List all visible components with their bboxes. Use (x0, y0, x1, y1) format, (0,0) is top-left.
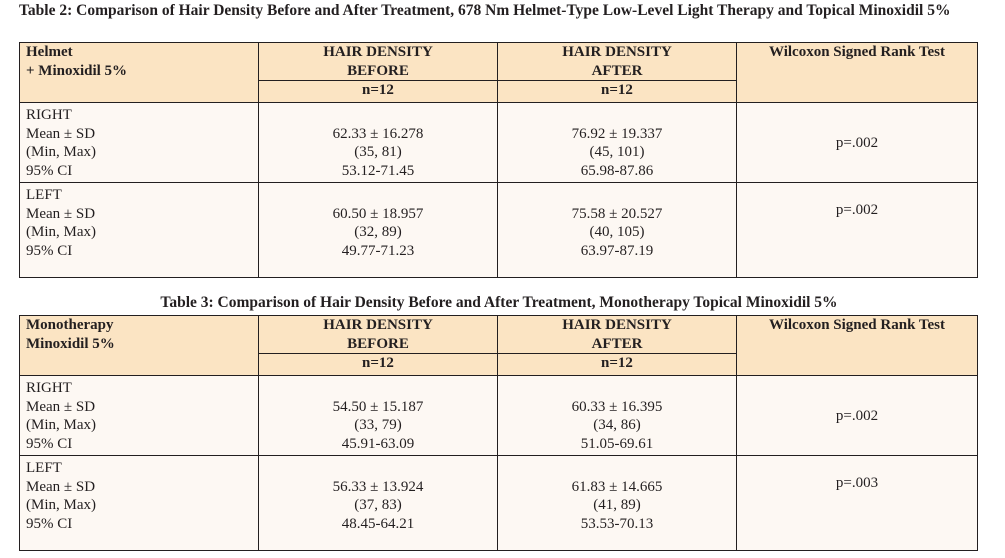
after-header-line1: HAIR DENSITY (562, 44, 672, 60)
ci-value: 53.12-71.45 (341, 162, 415, 179)
ci-value: 53.53-70.13 (580, 515, 654, 532)
group-label-line1: Monotherapy (26, 317, 114, 333)
min-max-value: (32, 89) (354, 224, 402, 240)
table3-test-header: Wilcoxon Signed Rank Test (736, 315, 978, 376)
after-values-cell: 60.33 ± 16.395 (34, 86) 51.05-69.61 (497, 375, 737, 456)
range-label: (Min, Max) (26, 224, 96, 240)
after-values-cell: 61.83 ± 14.665 (41, 89) 53.53-70.13 (497, 455, 737, 551)
table3-header-row: Monotherapy Minoxidil 5% HAIR DENSITY BE… (19, 315, 978, 376)
mean-sd-value: 56.33 ± 13.924 (332, 478, 424, 495)
before-header-line1: HAIR DENSITY (323, 44, 433, 60)
p-value-cell: p=.002 (736, 182, 978, 278)
table2-caption: Table 2: Comparison of Hair Density Befo… (19, 2, 951, 19)
mean-sd-value: 76.92 ± 19.337 (571, 125, 663, 142)
group-label-line2: Minoxidil 5% (26, 335, 115, 352)
before-values-cell: 54.50 ± 15.187 (33, 79) 45.91-63.09 (258, 375, 498, 456)
after-header-line2: AFTER (591, 62, 643, 79)
range-label: (Min, Max) (26, 497, 96, 513)
table-row: RIGHT Mean ± SD (Min, Max) 95% CI 54.50 … (19, 375, 978, 456)
before-values-cell: 60.50 ± 18.957 (32, 89) 49.77-71.23 (258, 182, 498, 278)
ci-value: 63.97-87.19 (580, 242, 654, 259)
stat-label: Mean ± SD (26, 205, 96, 222)
p-value-cell: p=.003 (736, 455, 978, 551)
group-label-line2: + Minoxidil 5% (26, 62, 128, 79)
table2-before-header: HAIR DENSITY BEFORE (258, 42, 498, 81)
ci-label: 95% CI (26, 242, 73, 259)
row-label-cell: RIGHT Mean ± SD (Min, Max) 95% CI (19, 375, 259, 456)
mean-sd-value: 61.83 ± 14.665 (571, 478, 663, 495)
min-max-value: (37, 83) (354, 497, 402, 513)
mean-sd-value: 62.33 ± 16.278 (332, 125, 424, 142)
min-max-value: (40, 105) (589, 224, 645, 240)
ci-label: 95% CI (26, 515, 73, 532)
table-row: LEFT Mean ± SD (Min, Max) 95% CI 60.50 ±… (19, 182, 978, 278)
table3-caption: Table 3: Comparison of Hair Density Befo… (160, 294, 838, 311)
ci-value: 65.98-87.86 (580, 162, 654, 179)
min-max-value: (45, 101) (589, 144, 645, 160)
mean-sd-value: 60.33 ± 16.395 (571, 398, 663, 415)
table3-n-after: n=12 (497, 353, 737, 376)
table2-n-row: n=12 n=12 (20, 80, 978, 103)
min-max-value: (35, 81) (354, 144, 402, 160)
row-label-cell: LEFT Mean ± SD (Min, Max) 95% CI (19, 182, 259, 278)
after-header-line1: HAIR DENSITY (562, 317, 672, 333)
table2-group-header: Helmet + Minoxidil 5% (19, 42, 259, 103)
side-label: RIGHT (26, 107, 72, 123)
min-max-value: (34, 86) (593, 417, 641, 433)
stat-label: Mean ± SD (26, 478, 96, 495)
table2-n-before: n=12 (258, 80, 498, 103)
mean-sd-value: 60.50 ± 18.957 (332, 205, 424, 222)
table-row: LEFT Mean ± SD (Min, Max) 95% CI 56.33 ±… (19, 455, 978, 551)
group-label-line1: Helmet (26, 44, 73, 60)
before-values-cell: 62.33 ± 16.278 (35, 81) 53.12-71.45 (258, 102, 498, 183)
side-label: LEFT (26, 460, 62, 476)
range-label: (Min, Max) (26, 144, 96, 160)
before-values-cell: 56.33 ± 13.924 (37, 83) 48.45-64.21 (258, 455, 498, 551)
after-values-cell: 75.58 ± 20.527 (40, 105) 63.97-87.19 (497, 182, 737, 278)
ci-label: 95% CI (26, 435, 73, 452)
table2-test-header: Wilcoxon Signed Rank Test (736, 42, 978, 103)
row-label-cell: LEFT Mean ± SD (Min, Max) 95% CI (19, 455, 259, 551)
table2-header-row: Helmet + Minoxidil 5% HAIR DENSITY BEFOR… (19, 42, 978, 103)
mean-sd-value: 75.58 ± 20.527 (571, 205, 663, 222)
p-value-cell: p=.002 (736, 375, 978, 456)
ci-label: 95% CI (26, 162, 73, 179)
table-row: RIGHT Mean ± SD (Min, Max) 95% CI 62.33 … (19, 102, 978, 183)
ci-value: 49.77-71.23 (341, 242, 415, 259)
p-value-cell: p=.002 (736, 102, 978, 183)
table3-group-header: Monotherapy Minoxidil 5% (19, 315, 259, 376)
min-max-value: (41, 89) (593, 497, 641, 513)
table2-n-after: n=12 (497, 80, 737, 103)
stat-label: Mean ± SD (26, 125, 96, 142)
before-header-line1: HAIR DENSITY (323, 317, 433, 333)
ci-value: 45.91-63.09 (341, 435, 415, 452)
table2: Helmet + Minoxidil 5% HAIR DENSITY BEFOR… (19, 42, 978, 278)
after-header-line2: AFTER (591, 335, 643, 352)
before-header-line2: BEFORE (347, 335, 409, 352)
stat-label: Mean ± SD (26, 398, 96, 415)
ci-value: 48.45-64.21 (341, 515, 415, 532)
table3-n-row: n=12 n=12 (20, 353, 978, 376)
mean-sd-value: 54.50 ± 15.187 (332, 398, 424, 415)
table3-n-before: n=12 (258, 353, 498, 376)
row-label-cell: RIGHT Mean ± SD (Min, Max) 95% CI (19, 102, 259, 183)
table3-before-header: HAIR DENSITY BEFORE (258, 315, 498, 354)
table3: Monotherapy Minoxidil 5% HAIR DENSITY BE… (19, 315, 978, 551)
min-max-value: (33, 79) (354, 417, 402, 433)
table2-after-header: HAIR DENSITY AFTER (497, 42, 737, 81)
after-values-cell: 76.92 ± 19.337 (45, 101) 65.98-87.86 (497, 102, 737, 183)
side-label: LEFT (26, 187, 62, 203)
before-header-line2: BEFORE (347, 62, 409, 79)
side-label: RIGHT (26, 380, 72, 396)
table3-after-header: HAIR DENSITY AFTER (497, 315, 737, 354)
ci-value: 51.05-69.61 (580, 435, 654, 452)
range-label: (Min, Max) (26, 417, 96, 433)
